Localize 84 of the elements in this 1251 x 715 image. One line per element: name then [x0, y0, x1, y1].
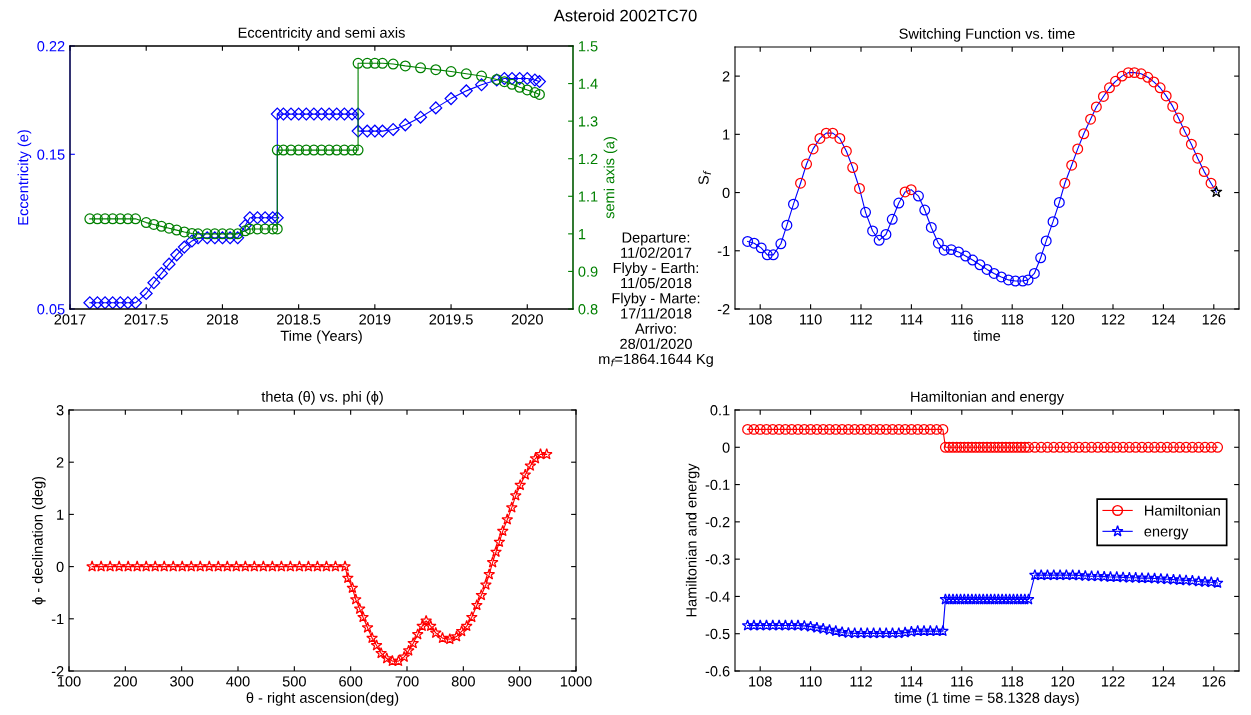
x-tick-label: 200 [113, 676, 137, 687]
x-tick-label: 120 [1051, 314, 1075, 325]
y-tick-label: -0.2 [705, 516, 730, 528]
x-tick-label: 2019.5 [429, 314, 473, 325]
x-tick-label: 108 [749, 314, 772, 325]
y-tick-label: 2 [56, 457, 64, 468]
y2-tick-label: 1.4 [578, 78, 598, 89]
text: Asteroid 2002TC70 [553, 9, 697, 22]
x-tick-label: 124 [1152, 314, 1176, 325]
x-tick-label: 100 [57, 676, 81, 687]
x-axis-title: time (1 time = 58.1328 days) [894, 692, 1079, 706]
y2-tick-label: 0.9 [578, 266, 598, 277]
y-tick-label: 3 [56, 405, 64, 416]
chart-title: Hamiltonian and energy [911, 391, 1064, 405]
y-tick-label: -1 [717, 246, 730, 257]
x-tick-label: 116 [951, 314, 973, 325]
x-tick-label: 300 [170, 676, 194, 687]
x-tick-label: 400 [226, 676, 250, 687]
x-tick-label: 116 [951, 676, 973, 687]
x-tick-label: 118 [1001, 314, 1024, 325]
y-tick-label: -2 [51, 666, 64, 677]
y-tick-label: -0.4 [705, 591, 730, 602]
y-axis-title: Hamiltonian and energy [685, 463, 700, 617]
y2-tick-label: 1.3 [578, 116, 598, 127]
x-tick-label: 2017 [54, 314, 86, 325]
y2-tick-label: 1.1 [578, 191, 598, 202]
y2-tick-label: 1.2 [578, 153, 598, 164]
y-tick-label: -1 [51, 614, 64, 625]
y-tick-label: 0.22 [37, 41, 65, 52]
x-tick-label: 110 [800, 314, 822, 325]
y-tick-label: 1 [57, 509, 64, 520]
y2-tick-label: 1.5 [578, 41, 598, 52]
x-tick-label: 2020 [511, 314, 543, 325]
x-tick-label: 2018 [206, 314, 239, 325]
x-tick-label: 120 [1051, 676, 1075, 687]
legend-label: Hamiltonian [1145, 504, 1220, 516]
y-tick-label: -0.1 [705, 479, 730, 490]
x-tick-label: 900 [508, 676, 532, 687]
y2-tick-label: 1 [578, 229, 586, 240]
text: Departure: 11/02/2017 Flyby - Earth: 11/05/2018 Flyby - Marte: 17/11/2018 Arrivo: 28/01/2020 m$_{f}$=1864.1644 Kg [599, 232, 713, 368]
x-tick-label: 118 [1001, 676, 1024, 687]
x-tick-label: 2018.5 [277, 314, 321, 325]
y-tick-label: 2 [722, 71, 730, 82]
y-tick-label: -0.3 [705, 554, 730, 565]
y-tick-label: -2 [717, 304, 730, 315]
x-tick-label: 600 [339, 676, 363, 687]
y2-tick-label: 0.8 [578, 304, 598, 315]
y2-axis-title: semi axis (a) [603, 137, 618, 219]
x-tick-label: 112 [850, 676, 872, 687]
y-axis-title: S$_{f}$ [698, 170, 711, 185]
x-tick-label: 110 [800, 676, 822, 687]
x-tick-label: 2017.5 [124, 314, 168, 325]
chart-title: theta (θ) vs. phi (ϕ) [261, 391, 383, 405]
x-tick-label: 500 [282, 676, 306, 687]
legend-label: energy [1144, 528, 1189, 540]
x-tick-label: 114 [900, 676, 923, 687]
y-axis-title: ϕ - declination (deg) [32, 476, 46, 605]
x-tick-label: 700 [395, 676, 419, 687]
x-tick-label: 126 [1202, 314, 1226, 325]
y-tick-label: 0.05 [37, 304, 65, 315]
y-axis-title: Eccentricity (e) [17, 130, 32, 225]
x-tick-label: 112 [850, 314, 872, 325]
x-tick-label: 2019 [359, 314, 391, 325]
y-tick-label: 0 [56, 561, 64, 573]
y-tick-label: -0.6 [705, 666, 730, 677]
x-tick-label: 800 [451, 676, 475, 687]
y-tick-label: 0.15 [37, 149, 65, 160]
x-tick-label: 122 [1101, 676, 1125, 687]
x-tick-label: 124 [1152, 676, 1176, 687]
x-tick-label: 126 [1202, 676, 1226, 687]
y-tick-label: 0 [722, 187, 730, 198]
y-tick-label: 1 [723, 129, 730, 140]
chart-title: Eccentricity and semi axis [238, 27, 405, 41]
chart-title: Switching Function vs. time [899, 28, 1075, 42]
x-axis-title: Time (Years) [280, 330, 362, 344]
y-tick-label: -0.5 [705, 628, 730, 640]
y-tick-label: 0.1 [710, 405, 730, 416]
x-tick-label: 1000 [560, 676, 592, 687]
x-tick-label: 122 [1101, 314, 1125, 325]
x-tick-label: 108 [749, 676, 772, 687]
x-axis-title: time [973, 330, 1001, 341]
x-tick-label: 114 [900, 314, 923, 325]
x-axis-title: θ - right ascension(deg) [246, 692, 399, 706]
y-tick-label: 0 [722, 442, 730, 453]
